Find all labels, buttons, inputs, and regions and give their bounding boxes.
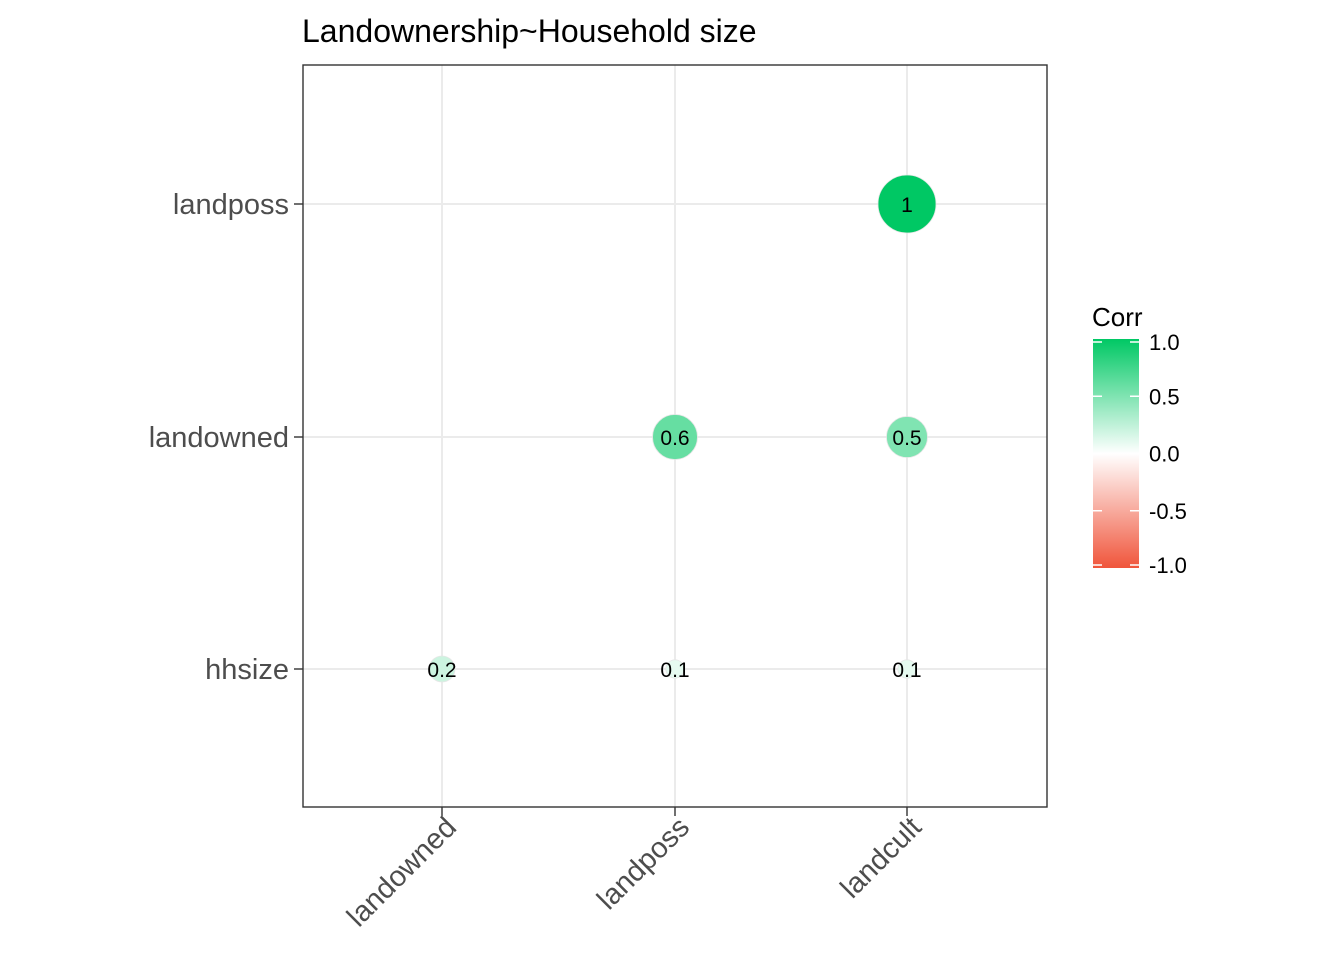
correlation-cells: 0.2 0.1 0.1 0.6 0.5 1 xyxy=(427,174,937,683)
y-tick-label-landposs: landposs xyxy=(173,189,289,221)
x-tick-label-landposs: landposs xyxy=(591,811,696,916)
legend-tick-label-3: -0.5 xyxy=(1149,499,1187,524)
x-tick-label-landowned: landowned xyxy=(341,811,463,933)
cell-label-hhsize-landposs: 0.1 xyxy=(660,659,689,682)
legend-title: Corr xyxy=(1092,302,1143,332)
cell-label-hhsize-landowned: 0.2 xyxy=(427,659,456,682)
cell-circle-hhsize-landcult xyxy=(897,659,917,679)
y-tick-label-hhsize: hhsize xyxy=(205,654,289,686)
y-tick-label-landowned: landowned xyxy=(149,422,289,454)
cell-circle-landposs-landcult xyxy=(877,174,937,234)
cell-label-landowned-landposs: 0.6 xyxy=(660,427,689,450)
color-legend: Corr 1.0 0.5 0.0 -0.5 -1.0 xyxy=(1092,302,1187,578)
x-tick-label-landcult: landcult xyxy=(835,811,928,904)
cell-circle-landowned-landposs xyxy=(652,414,698,460)
x-axis: landowned landposs landcult xyxy=(341,807,928,933)
legend-ticks: 1.0 0.5 0.0 -0.5 -1.0 xyxy=(1093,330,1187,578)
chart-title: Landownership~Household size xyxy=(302,13,757,49)
legend-tick-label-0: 1.0 xyxy=(1149,330,1180,355)
cell-label-landposs-landcult: 1 xyxy=(901,194,913,217)
cell-label-hhsize-landcult: 0.1 xyxy=(892,659,921,682)
legend-tick-label-4: -1.0 xyxy=(1149,553,1187,578)
cell-label-landowned-landcult: 0.5 xyxy=(892,427,921,450)
legend-tick-label-2: 0.0 xyxy=(1149,442,1180,467)
y-axis: hhsize landowned landposs xyxy=(149,189,303,686)
cell-circle-hhsize-landposs xyxy=(665,659,685,679)
cell-circle-hhsize-landowned xyxy=(428,655,456,683)
legend-tick-label-1: 0.5 xyxy=(1149,384,1180,409)
cell-circle-landowned-landcult xyxy=(886,416,928,458)
